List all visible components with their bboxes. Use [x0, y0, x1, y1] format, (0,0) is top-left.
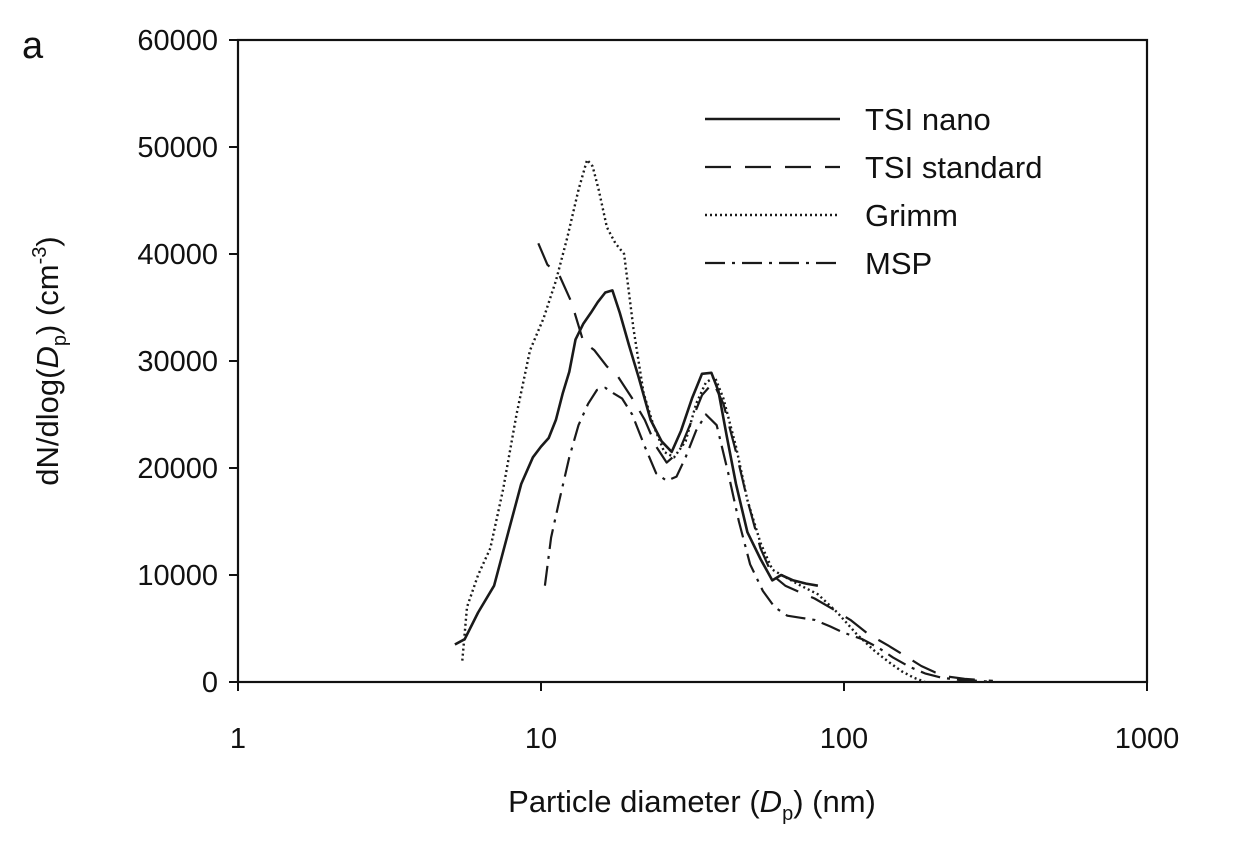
series-layer — [454, 158, 993, 684]
y-tick-label: 30000 — [137, 346, 218, 378]
plot-frame — [236, 38, 1149, 684]
series-grimm — [461, 158, 926, 684]
legend-label-msp: MSP — [865, 246, 932, 281]
legend-label-grimm: Grimm — [865, 198, 958, 233]
y-tick-label: 40000 — [137, 239, 218, 271]
x-tick-label: 1000 — [1115, 723, 1180, 755]
legend: TSI nano TSI standard Grimm MSP — [705, 102, 1042, 281]
legend-label-tsi-standard: TSI standard — [865, 150, 1042, 185]
y-axis-title: dN/dlog(Dp) (cm-3) — [29, 236, 71, 485]
x-tick-label: 10 — [525, 723, 557, 755]
series-tsi-standard — [537, 242, 993, 682]
x-tick-label: 1 — [230, 723, 246, 755]
y-tick-label: 0 — [202, 667, 218, 699]
y-tick-label: 10000 — [137, 560, 218, 592]
y-axis: 0 10000 20000 30000 40000 50000 60000 — [137, 25, 238, 699]
panel-label: a — [22, 25, 44, 67]
y-tick-label: 50000 — [137, 132, 218, 164]
x-axis-title: Particle diameter (Dp) (nm) — [508, 784, 876, 825]
series-msp — [543, 386, 993, 684]
y-tick-label: 60000 — [137, 25, 218, 57]
series-tsi-nano — [454, 289, 819, 646]
legend-label-tsi-nano: TSI nano — [865, 102, 991, 137]
x-axis: 1 10 100 1000 — [230, 682, 1179, 755]
y-tick-label: 20000 — [137, 453, 218, 485]
x-tick-label: 100 — [820, 723, 868, 755]
